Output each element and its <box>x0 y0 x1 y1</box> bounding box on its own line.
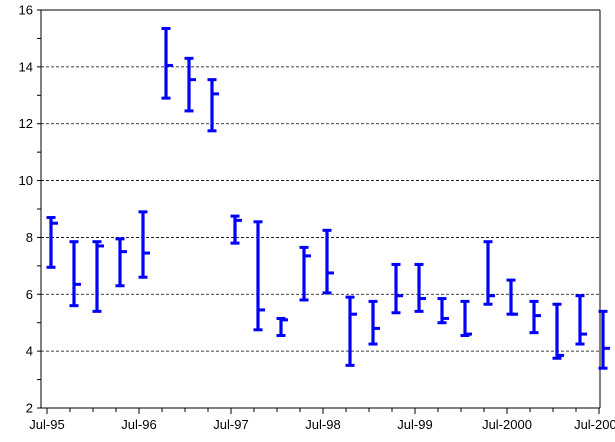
x-tick-label: Jul-99 <box>397 417 432 432</box>
x-tick-label: Jul-98 <box>305 417 340 432</box>
x-tick-label: Jul-97 <box>213 417 248 432</box>
y-tick-label: 14 <box>19 59 33 74</box>
y-tick-label: 2 <box>26 401 33 416</box>
x-tick-label: Jul-96 <box>121 417 156 432</box>
y-tick-label: 4 <box>26 344 33 359</box>
y-tick-label: 16 <box>19 3 33 18</box>
y-tick-label: 8 <box>26 230 33 245</box>
x-tick-label: Jul-95 <box>29 417 64 432</box>
y-tick-label: 6 <box>26 287 33 302</box>
x-tick-label: Jul-2000 <box>482 417 532 432</box>
y-tick-label: 12 <box>19 116 33 131</box>
grid-layer <box>41 66 600 352</box>
x-tick-label: Jul-2001 <box>574 417 615 432</box>
y-tick-label: 10 <box>19 173 33 188</box>
axis-layer: 2 4 6 8 10 12 14 16 Jul-95 Jul-96 Jul-97 Jul-98 Jul-… <box>19 3 615 433</box>
series-layer <box>46 26 610 370</box>
